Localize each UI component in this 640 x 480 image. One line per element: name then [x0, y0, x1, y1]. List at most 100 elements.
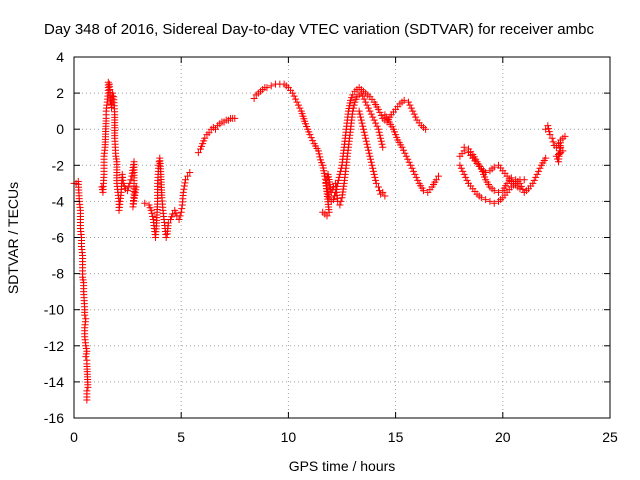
data-point — [407, 104, 415, 112]
data-point — [463, 176, 471, 184]
y-tick-label: -16 — [44, 410, 64, 426]
data-point — [124, 187, 132, 195]
data-point — [542, 154, 550, 162]
data-point — [147, 206, 155, 214]
data-point — [545, 125, 553, 133]
data-point — [309, 137, 317, 145]
data-point — [401, 149, 409, 157]
data-point — [530, 176, 538, 184]
points-layer — [70, 78, 569, 404]
data-point — [456, 161, 464, 169]
data-point — [148, 209, 156, 217]
data-point — [164, 219, 172, 227]
data-point — [367, 110, 375, 118]
data-point — [376, 187, 384, 195]
data-point — [267, 82, 275, 90]
data-point — [184, 172, 192, 180]
x-tick-label: 5 — [177, 429, 185, 445]
data-point — [337, 197, 345, 205]
data-point — [359, 125, 367, 133]
y-tick-label: -12 — [44, 338, 64, 354]
data-point — [407, 161, 415, 169]
data-point — [290, 92, 298, 100]
data-point — [358, 119, 366, 127]
data-point — [546, 131, 554, 139]
data-point — [357, 116, 365, 124]
data-point — [362, 98, 370, 106]
data-point — [434, 172, 442, 180]
data-point — [399, 146, 407, 154]
data-point — [364, 143, 372, 151]
data-point — [376, 131, 384, 139]
y-tick-label: -10 — [44, 302, 64, 318]
data-point — [367, 155, 375, 163]
data-point — [519, 185, 527, 193]
data-point — [486, 197, 494, 205]
labels-layer: 0 5 10 15 20 25 -16 -14 -12 -10 -8 -6 -4 -2 0 2 4 — [44, 49, 618, 445]
data-point — [517, 182, 525, 190]
data-point — [314, 147, 322, 155]
data-point — [404, 98, 412, 106]
data-point — [179, 188, 187, 196]
data-point — [366, 152, 374, 160]
data-point — [181, 179, 189, 187]
data-point — [127, 176, 135, 184]
series-evening-c — [460, 143, 550, 196]
series-morning-rise — [194, 114, 239, 157]
y-tick-label: -6 — [52, 230, 65, 246]
data-point — [81, 311, 89, 319]
data-point — [349, 104, 357, 112]
data-point — [529, 179, 537, 187]
data-point — [316, 153, 324, 161]
data-point — [359, 122, 367, 130]
data-point — [349, 107, 357, 115]
data-point — [357, 113, 365, 121]
series-pre-dawn — [98, 78, 140, 214]
data-point — [369, 164, 377, 172]
data-point — [201, 134, 209, 142]
series-dip-4h — [141, 154, 194, 241]
data-point — [180, 185, 188, 193]
data-point — [315, 150, 323, 158]
data-point — [516, 179, 524, 187]
data-point — [360, 95, 368, 103]
data-point — [381, 192, 389, 200]
data-point — [365, 149, 373, 157]
data-point — [459, 167, 467, 175]
data-point — [307, 134, 315, 142]
data-point — [412, 113, 420, 121]
data-point — [369, 113, 377, 121]
data-point — [355, 107, 363, 115]
data-point — [411, 170, 419, 178]
data-point — [410, 110, 418, 118]
data-point — [409, 107, 417, 115]
x-tick-label: 20 — [495, 429, 511, 445]
series-afternoon-c — [381, 111, 442, 196]
data-point — [404, 155, 412, 163]
data-point — [542, 125, 550, 133]
data-point — [336, 201, 344, 209]
data-point — [194, 149, 202, 157]
data-point — [356, 110, 364, 118]
data-point — [414, 176, 422, 184]
data-point — [544, 122, 552, 130]
data-point — [533, 170, 541, 178]
data-point — [82, 353, 90, 361]
data-point — [366, 107, 374, 115]
data-point — [374, 183, 382, 191]
data-point — [372, 119, 380, 127]
data-point — [361, 131, 369, 139]
data-point — [186, 169, 194, 177]
data-point — [296, 104, 304, 112]
data-point — [83, 396, 91, 404]
data-point — [457, 164, 465, 172]
data-point — [350, 101, 358, 109]
data-point — [374, 125, 382, 133]
series-afternoon-a — [355, 107, 389, 200]
data-point — [109, 89, 117, 97]
data-point — [180, 182, 188, 190]
y-tick-label: 2 — [56, 85, 64, 101]
data-point — [377, 111, 385, 119]
data-point — [362, 137, 370, 145]
y-tick-label: 0 — [56, 121, 64, 137]
